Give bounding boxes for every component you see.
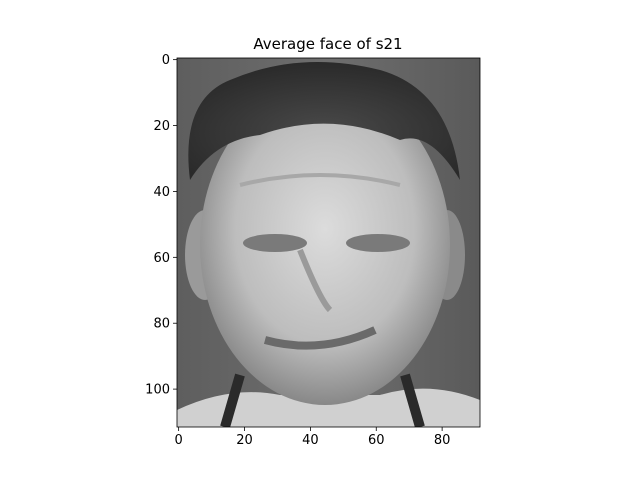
chart-title: Average face of s21 [253, 35, 402, 53]
y-tick-label: 60 [153, 251, 170, 266]
y-tick-label: 80 [153, 317, 170, 332]
x-tick-label: 40 [302, 433, 319, 448]
x-tick-label: 20 [236, 433, 253, 448]
x-tick-label: 0 [175, 433, 183, 448]
image [177, 58, 480, 427]
y-tick-label: 0 [162, 53, 170, 68]
axes-frame [176, 57, 481, 428]
y-tick-label: 20 [153, 119, 170, 134]
x-tick-label: 80 [434, 433, 451, 448]
y-tick-label: 100 [145, 383, 170, 398]
y-tick-label: 40 [153, 185, 170, 200]
x-tick-label: 60 [368, 433, 385, 448]
